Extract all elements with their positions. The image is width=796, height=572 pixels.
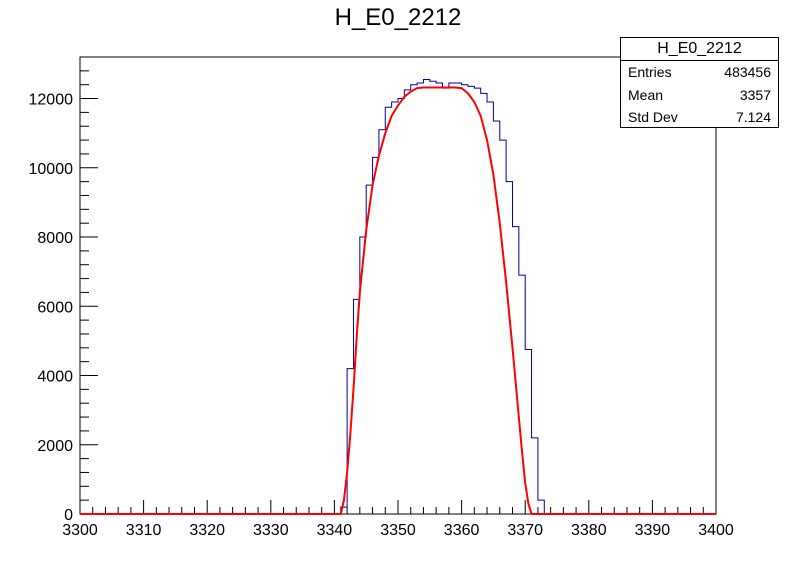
histogram-bin [366, 185, 372, 514]
histogram-bin [500, 140, 506, 514]
x-tick-label: 3320 [189, 522, 225, 539]
stats-row-entries: Entries 483456 [621, 61, 778, 84]
histogram-series [80, 79, 716, 515]
y-tick-label: 12000 [29, 92, 74, 109]
histogram-bin [455, 83, 461, 514]
stats-row-stddev: Std Dev 7.124 [621, 106, 778, 129]
stats-box: H_E0_2212 Entries 483456 Mean 3357 Std D… [620, 37, 779, 128]
histogram-bin [385, 107, 391, 514]
histogram-bin [481, 93, 487, 514]
stats-label: Std Dev [628, 109, 678, 125]
histogram-bin [449, 83, 455, 514]
y-tick-label: 10000 [29, 161, 74, 178]
histogram-bin [487, 102, 493, 514]
x-tick-label: 3340 [317, 522, 353, 539]
x-tick-label: 3380 [571, 522, 607, 539]
histogram-bin [443, 88, 449, 514]
histogram-bin [379, 130, 385, 514]
stats-title: H_E0_2212 [621, 38, 778, 61]
histogram-bin [398, 99, 404, 514]
histogram-bin [474, 88, 480, 514]
x-tick-label: 3300 [62, 522, 98, 539]
stats-value: 483456 [724, 64, 771, 80]
histogram-bin [423, 80, 429, 514]
stats-value: 3357 [739, 86, 771, 103]
x-tick-label: 3310 [126, 522, 162, 539]
x-tick-label: 3350 [380, 522, 416, 539]
x-tick-label: 3360 [444, 522, 480, 539]
histogram-bin [512, 227, 518, 514]
y-tick-label: 6000 [37, 299, 73, 316]
stats-label: Entries [628, 64, 672, 80]
histogram-bin [538, 500, 544, 514]
histogram-bin [411, 85, 417, 514]
y-tick-label: 0 [64, 507, 73, 524]
x-tick-label: 3390 [635, 522, 671, 539]
y-tick-label: 4000 [37, 369, 73, 386]
histogram-bin [436, 83, 442, 514]
histogram-bin [404, 90, 410, 514]
histogram-bin [417, 83, 423, 514]
x-tick-label: 3330 [253, 522, 289, 539]
y-tick-label: 2000 [37, 438, 73, 455]
histogram-bin [392, 102, 398, 514]
histogram-bin [373, 157, 379, 514]
stats-value: 7.124 [735, 109, 771, 125]
histogram-bin [462, 85, 468, 514]
x-tick-label: 3370 [507, 522, 543, 539]
histogram-bin [532, 438, 538, 514]
fit-curve [80, 86, 716, 515]
stats-label: Mean [628, 86, 664, 103]
histogram-bin [468, 86, 474, 514]
histogram-bin [430, 81, 436, 514]
y-tick-label: 8000 [37, 230, 73, 247]
x-tick-label: 3400 [698, 522, 734, 539]
stats-row-mean: Mean 3357 [621, 84, 778, 107]
chart-title: H_E0_2212 [334, 4, 462, 31]
